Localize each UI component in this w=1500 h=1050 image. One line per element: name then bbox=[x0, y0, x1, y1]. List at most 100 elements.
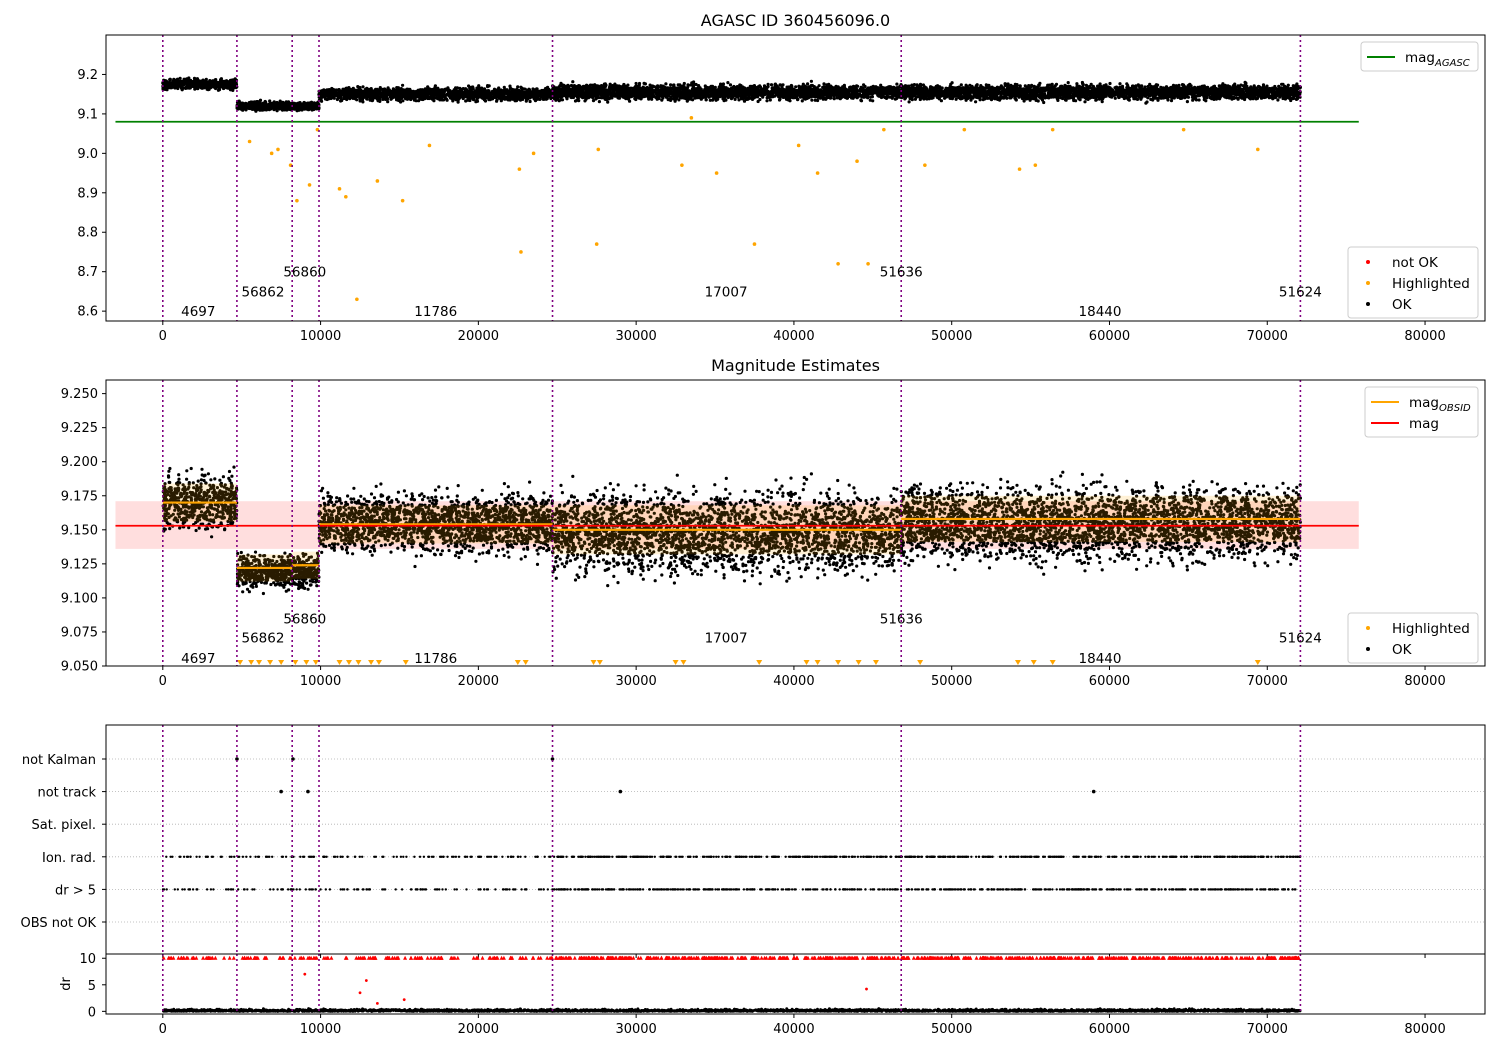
ok-point bbox=[480, 96, 484, 100]
ok-point bbox=[274, 103, 278, 107]
ok-point bbox=[329, 96, 333, 101]
ok-point bbox=[354, 93, 358, 97]
ok-point bbox=[541, 95, 545, 99]
ok-point bbox=[469, 85, 473, 89]
ok-point bbox=[283, 103, 287, 107]
ok-point bbox=[440, 98, 444, 102]
ok-point bbox=[737, 98, 741, 102]
ok-point bbox=[182, 80, 186, 84]
ok-point bbox=[722, 97, 726, 101]
ok-point bbox=[583, 99, 587, 103]
ok-point bbox=[543, 89, 547, 94]
ok-point bbox=[324, 89, 328, 93]
ok-point bbox=[241, 103, 245, 107]
ok-point bbox=[194, 86, 198, 90]
ok-point bbox=[283, 108, 287, 112]
ok-point bbox=[509, 94, 513, 98]
ok-point bbox=[216, 88, 220, 92]
ok-point bbox=[533, 96, 538, 100]
ok-point bbox=[329, 89, 333, 93]
ok-point bbox=[378, 92, 382, 97]
ok-point bbox=[366, 92, 370, 96]
ok-point bbox=[219, 77, 223, 81]
ok-point bbox=[370, 89, 374, 93]
ok-point bbox=[305, 102, 309, 107]
ok-point bbox=[487, 90, 491, 95]
ok-point bbox=[361, 85, 365, 89]
ok-point bbox=[294, 102, 298, 107]
ok-point bbox=[244, 108, 248, 112]
ok-point bbox=[454, 86, 458, 90]
ok-point bbox=[298, 105, 302, 109]
ok-point bbox=[260, 107, 264, 111]
ok-point bbox=[608, 82, 612, 86]
ok-point bbox=[254, 104, 258, 108]
ok-point bbox=[435, 96, 440, 100]
ok-point bbox=[271, 105, 275, 109]
ok-point bbox=[879, 95, 884, 100]
ok-point bbox=[278, 107, 282, 111]
ok-point bbox=[195, 77, 199, 81]
ok-point bbox=[895, 82, 899, 86]
ok-point bbox=[502, 85, 506, 89]
scatter-points bbox=[161, 76, 1302, 302]
ok-point bbox=[463, 91, 468, 95]
ok-point bbox=[532, 89, 536, 93]
ok-point bbox=[388, 92, 392, 96]
ok-point bbox=[277, 101, 281, 105]
ok-point bbox=[340, 98, 344, 103]
ok-point bbox=[335, 97, 339, 102]
ok-point bbox=[344, 86, 348, 90]
ok-point bbox=[386, 100, 390, 104]
ok-point bbox=[314, 102, 318, 106]
ok-point bbox=[403, 94, 407, 98]
ok-point bbox=[192, 76, 197, 80]
ok-point bbox=[253, 100, 257, 104]
ok-point bbox=[267, 106, 271, 111]
ok-point bbox=[464, 87, 468, 91]
ok-point bbox=[394, 92, 398, 96]
ok-point bbox=[172, 81, 176, 85]
ok-point bbox=[573, 99, 578, 103]
ok-point bbox=[479, 89, 483, 94]
ok-point bbox=[477, 86, 481, 90]
ok-point bbox=[728, 83, 733, 87]
ok-point bbox=[408, 90, 412, 95]
ok-point bbox=[170, 84, 174, 89]
ok-point bbox=[240, 105, 244, 109]
ok-point bbox=[571, 80, 575, 84]
ok-point bbox=[528, 99, 532, 104]
ok-point bbox=[396, 97, 400, 101]
ok-point bbox=[374, 96, 378, 100]
ok-point bbox=[726, 81, 730, 85]
ok-point bbox=[164, 84, 168, 89]
ok-point bbox=[822, 82, 826, 86]
ok-point bbox=[186, 82, 190, 86]
ok-point bbox=[414, 99, 418, 103]
ok-point bbox=[258, 98, 263, 102]
ok-point bbox=[535, 93, 540, 97]
ok-point bbox=[450, 92, 454, 97]
ok-point bbox=[180, 84, 184, 89]
ok-point bbox=[386, 86, 390, 90]
ok-point bbox=[216, 83, 221, 87]
ok-point bbox=[291, 101, 295, 105]
ok-point bbox=[224, 80, 228, 84]
ok-point bbox=[794, 85, 798, 89]
ok-point bbox=[456, 100, 460, 104]
ok-point bbox=[349, 88, 353, 92]
ok-point bbox=[263, 101, 267, 105]
ok-point bbox=[244, 104, 248, 108]
ok-point bbox=[185, 86, 189, 90]
ok-point bbox=[826, 85, 830, 89]
ok-point bbox=[268, 99, 272, 103]
ok-point bbox=[213, 83, 217, 88]
ok-point bbox=[385, 97, 390, 101]
ok-point bbox=[433, 92, 437, 96]
ok-point bbox=[515, 94, 520, 98]
ok-point bbox=[422, 88, 426, 92]
ok-point bbox=[765, 85, 769, 89]
ok-point bbox=[664, 82, 668, 86]
ok-point bbox=[676, 83, 680, 87]
